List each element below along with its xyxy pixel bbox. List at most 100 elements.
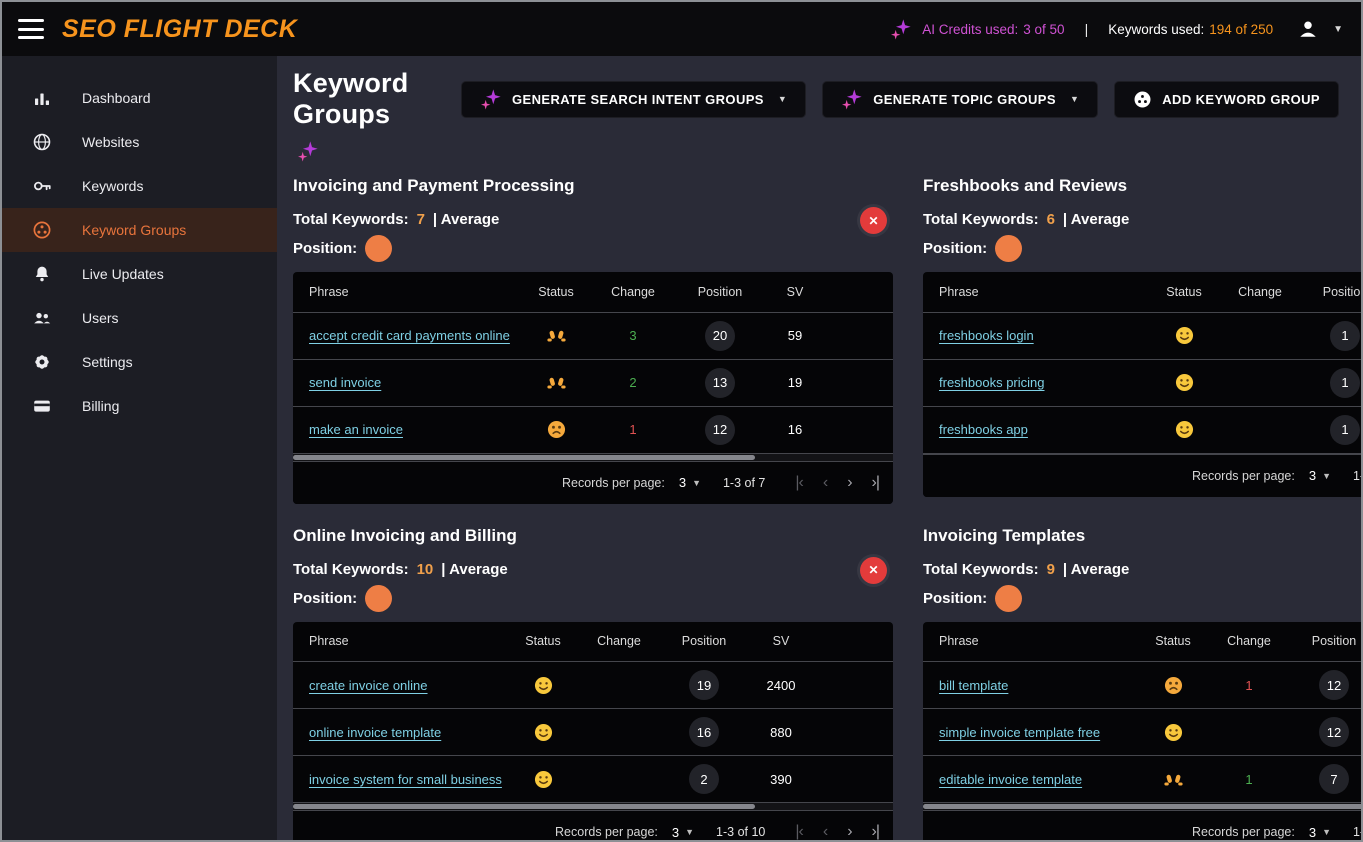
button-label: ADD KEYWORD GROUP [1162, 91, 1320, 107]
prev-page-icon[interactable]: ‹ [822, 473, 828, 491]
first-page-icon[interactable]: |‹ [795, 823, 804, 840]
column-header: Phrase [923, 272, 1149, 313]
hamburger-menu-icon[interactable] [18, 19, 44, 39]
caret-down-icon[interactable]: ▼ [685, 827, 695, 837]
smiley-face-icon [1175, 326, 1194, 345]
user-menu-caret-icon[interactable]: ▼ [1333, 23, 1343, 35]
records-per-page-label: Records per page: [1191, 468, 1295, 483]
change-value [578, 661, 660, 709]
phrase-link[interactable]: freshbooks login [939, 328, 1034, 343]
scrollbar-thumb[interactable] [293, 454, 755, 460]
phrase-link[interactable]: make an invoice [309, 422, 403, 437]
sidebar-item-users[interactable]: Users [2, 296, 277, 340]
horizontal-scrollbar[interactable] [293, 453, 893, 461]
position-badge: 16 [689, 717, 719, 747]
prev-page-icon[interactable]: ‹ [822, 823, 828, 840]
table-row: create invoice online 19 2400 [293, 661, 893, 709]
phrase-link[interactable]: editable invoice template [939, 771, 1083, 787]
sidebar-item-billing[interactable]: Billing [2, 384, 277, 428]
table-row: online invoice template 16 880 [293, 708, 893, 756]
records-per-page-value[interactable]: 3 [678, 475, 687, 490]
ai-sparkle-icon [480, 88, 502, 110]
horizontal-scrollbar[interactable] [923, 803, 1361, 810]
main-content: Keyword Groups GENERATE SEARCH INTENT GR… [277, 56, 1361, 840]
raised-hands-icon [1164, 770, 1183, 789]
gear-icon [35, 355, 49, 369]
next-page-icon[interactable]: › [847, 473, 852, 491]
records-per-page-value[interactable]: 3 [1308, 468, 1317, 483]
average-label: | Average [441, 560, 508, 578]
topbar: SEO FLIGHT DECK AI Credits used: 3 of 50… [2, 2, 1361, 56]
records-per-page-label: Records per page: [1191, 825, 1295, 839]
position-badge: 12 [705, 414, 735, 445]
delete-group-button[interactable]: ✕ [860, 556, 887, 584]
caret-down-icon[interactable]: ▼ [1322, 827, 1331, 837]
sidebar-item-label: Keywords [82, 178, 144, 194]
keyword-group-card: Invoicing and Payment Processing Total K… [293, 176, 893, 504]
worried-face-icon [1164, 676, 1183, 695]
scrollbar-thumb[interactable] [923, 804, 1361, 809]
sidebar-item-keywords[interactable]: Keywords [2, 164, 277, 208]
phrase-link[interactable]: freshbooks app [939, 422, 1028, 437]
change-value [578, 755, 660, 803]
sv-value: 19 [765, 359, 825, 407]
phrase-link[interactable]: online invoice template [309, 724, 442, 740]
sidebar-item-label: Websites [82, 134, 140, 150]
ai-sparkle-icon [297, 140, 319, 162]
horizontal-scrollbar[interactable] [293, 803, 893, 810]
generate-search-intent-groups-button[interactable]: GENERATE SEARCH INTENT GROUPS ▼ [461, 80, 807, 118]
sidebar-item-label: Live Updates [82, 266, 164, 282]
user-account-icon[interactable] [1297, 18, 1319, 40]
scrollbar-thumb[interactable] [293, 804, 755, 809]
add-keyword-group-button[interactable]: ADD KEYWORD GROUP [1114, 80, 1339, 118]
smiley-face-icon [1175, 373, 1194, 392]
caret-down-icon[interactable]: ▼ [1322, 470, 1331, 481]
records-per-page-value[interactable]: 3 [671, 824, 680, 840]
phrase-link[interactable]: accept credit card payments online [309, 328, 510, 343]
phrase-link[interactable]: freshbooks pricing [939, 375, 1045, 390]
button-label: GENERATE TOPIC GROUPS [873, 91, 1056, 107]
globe-icon [33, 133, 51, 151]
column-header: Change [578, 621, 660, 662]
last-page-icon[interactable]: ›| [871, 473, 881, 491]
next-page-icon[interactable]: › [847, 823, 852, 840]
sv-value: 390 [748, 755, 814, 803]
phrase-link[interactable]: bill template [939, 677, 1009, 693]
change-value: 1 [1208, 755, 1290, 803]
caret-down-icon: ▼ [1069, 94, 1080, 104]
column-header: Change [1219, 272, 1301, 313]
total-keywords-label: Total Keywords: [923, 211, 1039, 228]
delete-group-button[interactable]: ✕ [860, 207, 887, 234]
worried-face-icon [547, 420, 566, 439]
last-page-icon[interactable]: ›| [871, 823, 881, 840]
sidebar-item-live-updates[interactable]: Live Updates [2, 252, 277, 296]
sidebar-item-settings[interactable]: Settings [2, 340, 277, 384]
caret-down-icon: ▼ [777, 94, 788, 104]
phrase-link[interactable]: send invoice [309, 375, 382, 390]
change-value: 3 [591, 312, 675, 360]
credit-card-icon [34, 400, 50, 412]
caret-down-icon[interactable]: ▼ [692, 477, 701, 488]
column-header: Position [660, 621, 748, 662]
total-keywords-value: 10 [416, 560, 434, 578]
phrase-link[interactable]: create invoice online [309, 677, 428, 693]
keyword-group-card: Freshbooks and Reviews Total Keywords: 6… [923, 176, 1361, 504]
position-badge: 2 [689, 764, 719, 794]
change-value [1208, 708, 1290, 756]
sidebar-item-websites[interactable]: Websites [2, 120, 277, 164]
first-page-icon[interactable]: |‹ [795, 473, 804, 491]
table-row: make an invoice 1 12 16 [293, 406, 893, 454]
position-badge: 7 [1319, 764, 1349, 794]
sidebar-item-dashboard[interactable]: Dashboard [2, 76, 277, 120]
generate-topic-groups-button[interactable]: GENERATE TOPIC GROUPS ▼ [822, 80, 1099, 118]
phrase-link[interactable]: invoice system for small business [309, 771, 502, 787]
table-row: send invoice 2 13 19 [293, 359, 893, 407]
position-badge: 19 [689, 670, 719, 700]
sv-value: 59 [765, 312, 825, 360]
records-per-page-value[interactable]: 3 [1308, 824, 1317, 840]
phrase-link[interactable]: simple invoice template free [939, 724, 1101, 740]
topbar-divider: | [1084, 21, 1089, 37]
column-header: Status [1149, 272, 1219, 313]
sidebar-item-keyword-groups[interactable]: Keyword Groups [2, 208, 277, 252]
column-header: Phrase [293, 621, 508, 662]
